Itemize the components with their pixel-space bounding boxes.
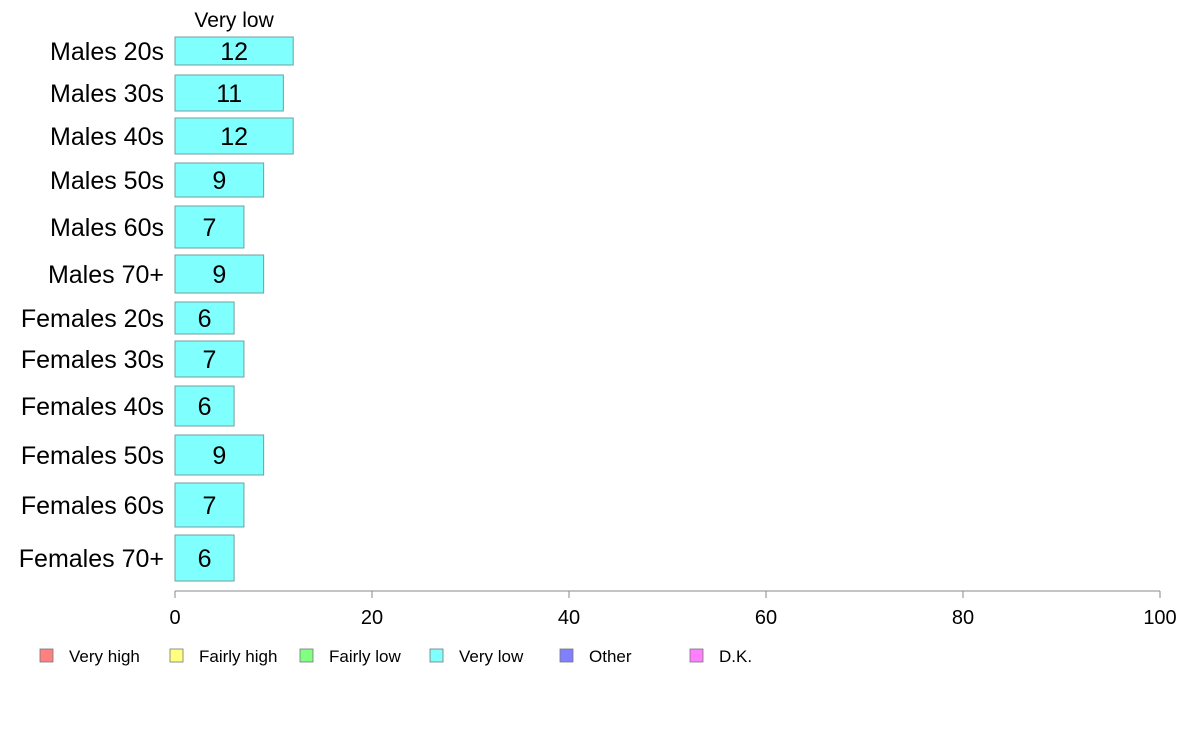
x-tick-label: 80 bbox=[952, 607, 974, 629]
bar-females-60s bbox=[174, 482, 245, 528]
legend-swatch bbox=[169, 648, 184, 663]
legend-swatch bbox=[39, 648, 54, 663]
category-label: Males 50s bbox=[50, 167, 164, 195]
category-label: Males 70+ bbox=[48, 261, 164, 289]
legend-swatch bbox=[429, 648, 444, 663]
bar-females-50s bbox=[174, 434, 265, 476]
category-label: Females 50s bbox=[21, 442, 164, 470]
bar-females-30s bbox=[174, 340, 245, 378]
category-label: Males 20s bbox=[50, 38, 164, 66]
bar-females-70- bbox=[174, 534, 235, 582]
data-label: 9 bbox=[212, 261, 226, 289]
bar-males-40s bbox=[174, 117, 294, 155]
category-label: Females 40s bbox=[21, 393, 164, 421]
x-tick-label: 40 bbox=[558, 607, 580, 629]
legend-swatch bbox=[559, 648, 574, 663]
category-label: Females 20s bbox=[21, 305, 164, 333]
x-tick-label: 20 bbox=[361, 607, 383, 629]
legend-label: Fairly high bbox=[199, 647, 277, 666]
data-label: 7 bbox=[203, 492, 217, 520]
bar-females-20s bbox=[174, 301, 235, 335]
bar-males-30s bbox=[174, 74, 284, 112]
x-axis: 0 20 40 60 80 100 bbox=[169, 590, 1177, 629]
category-label: Males 30s bbox=[50, 80, 164, 108]
x-tick-label: 60 bbox=[755, 607, 777, 629]
category-label: Females 30s bbox=[21, 346, 164, 374]
legend-label: Very high bbox=[69, 647, 140, 666]
legend-swatch bbox=[689, 648, 704, 663]
series-header-label: Very low bbox=[194, 9, 274, 32]
data-label: 7 bbox=[203, 346, 217, 374]
category-labels-group: Males 20s Males 30s Males 40s Males 50s Male… bbox=[19, 38, 164, 573]
data-label: 9 bbox=[212, 167, 226, 195]
legend: Very high Fairly high Fairly low Very low Ot… bbox=[39, 647, 752, 666]
bar-males-20s bbox=[174, 36, 294, 66]
data-label: 12 bbox=[220, 123, 248, 151]
data-label: 7 bbox=[203, 214, 217, 242]
x-tick-label: 100 bbox=[1143, 607, 1176, 629]
data-label: 6 bbox=[198, 393, 212, 421]
x-tick-label: 0 bbox=[169, 607, 180, 629]
category-label: Females 60s bbox=[21, 492, 164, 520]
category-label: Females 70+ bbox=[19, 545, 164, 573]
data-label: 11 bbox=[216, 80, 242, 108]
legend-label: Fairly low bbox=[329, 647, 402, 666]
legend-label: D.K. bbox=[719, 647, 752, 666]
bar-males-70- bbox=[174, 254, 265, 294]
legend-label: Other bbox=[589, 647, 632, 666]
bar-females-40s bbox=[174, 385, 235, 427]
data-label: 6 bbox=[198, 305, 212, 333]
data-label: 12 bbox=[220, 38, 248, 66]
category-label: Males 40s bbox=[50, 123, 164, 151]
data-label: 9 bbox=[212, 442, 226, 470]
bar-males-50s bbox=[174, 162, 265, 198]
legend-label: Very low bbox=[459, 647, 524, 666]
category-label: Males 60s bbox=[50, 214, 164, 242]
legend-swatch bbox=[299, 648, 314, 663]
bar-males-60s bbox=[174, 205, 245, 249]
data-label: 6 bbox=[198, 545, 212, 573]
